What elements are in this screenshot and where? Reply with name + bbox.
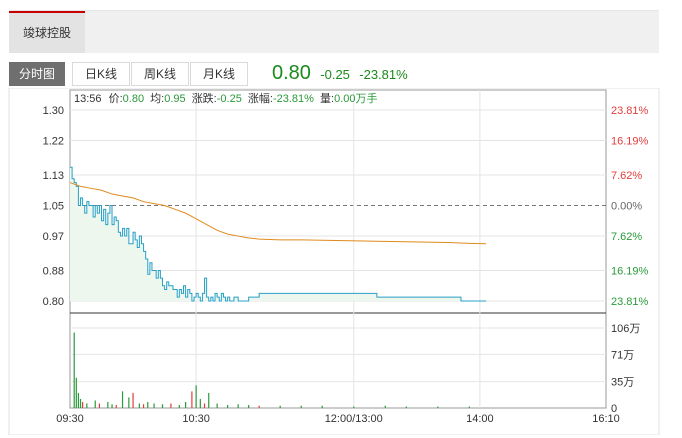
tab-daily-k[interactable]: 日K线 [72,62,130,86]
info-volume-label: 量: [320,92,334,105]
y-pct-label: 7.62% [611,231,642,243]
tab-monthly-k[interactable]: 月K线 [190,62,248,86]
price-line [70,166,487,302]
x-tick-label: 10:30 [182,413,210,425]
y-tick-label: 1.13 [43,170,64,182]
info-avg-label: 均: [150,92,164,105]
tab-weekly-k[interactable]: 周K线 [131,62,189,86]
y-tick-label: 0.80 [43,296,64,308]
y-pct-label: 23.81% [611,105,649,117]
x-tick-label: 09:30 [56,413,84,425]
volume-tick-label: 35万 [611,377,634,389]
info-change-label: 涨跌: [192,91,217,105]
info-time: 13:56 [74,93,102,105]
volume-tick-label: 106万 [611,323,640,335]
y-pct-label: 7.62% [611,170,642,182]
x-tick-label: 16:10 [592,413,620,425]
info-price-label: 价: [109,92,123,105]
intraday-chart: 1.30 23.81% 1.22 16.19% 1.13 7.62% 1.05 0.00% 0.… [0,87,682,436]
x-tick-label: 12:00/13:00 [325,413,383,425]
price-area-fill [70,167,487,301]
info-pct: -23.81% [273,93,314,105]
tab-minute[interactable]: 分时图 [9,62,65,86]
y-tick-label: 1.22 [43,136,64,148]
y-pct-label: 23.81% [611,296,649,308]
y-pct-label: 16.19% [611,265,649,277]
volume-tick-label: 71万 [611,349,634,361]
volume-tick-label: 0 [611,403,617,415]
current-price: 0.80 [272,62,311,84]
price-change: -0.25 [320,67,350,82]
info-pct-label: 涨幅: [248,92,273,105]
price-change-pct: -23.81% [359,67,408,82]
y-pct-label: 0.00% [611,201,642,213]
info-price: 0.80 [123,93,144,105]
y-tick-label: 1.30 [43,105,64,117]
x-tick-label: 14:00 [466,413,494,425]
y-tick-label: 0.97 [43,231,64,243]
plot-border [69,89,607,409]
stock-name-tab[interactable]: 竣球控股 [9,11,85,53]
info-volume: 0.00万手 [334,91,377,105]
info-line: 13:56 价:0.80 均:0.95 涨跌:-0.25 涨幅:-23.81% … [74,91,377,105]
y-pct-label: 16.19% [611,136,649,148]
header-bar: 竣球控股 [9,10,659,53]
average-line [69,182,487,245]
quote-summary: 0.80 -0.25 -23.81% [272,62,408,88]
info-change: -0.25 [217,93,242,105]
y-tick-label: 0.88 [43,265,64,277]
info-avg: 0.95 [164,93,185,105]
chart-svg: 1.30 23.81% 1.22 16.19% 1.13 7.62% 1.05 0.00% 0.… [8,87,660,436]
y-tick-label: 1.05 [43,201,64,213]
